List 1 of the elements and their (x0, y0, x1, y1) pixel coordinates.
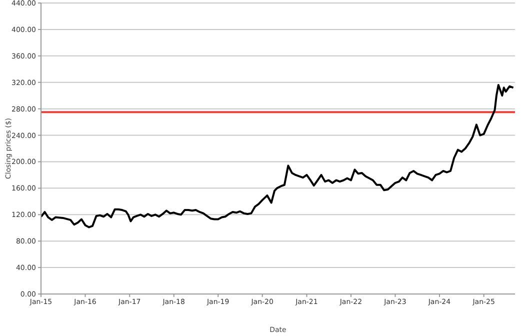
line-series (41, 84, 514, 228)
